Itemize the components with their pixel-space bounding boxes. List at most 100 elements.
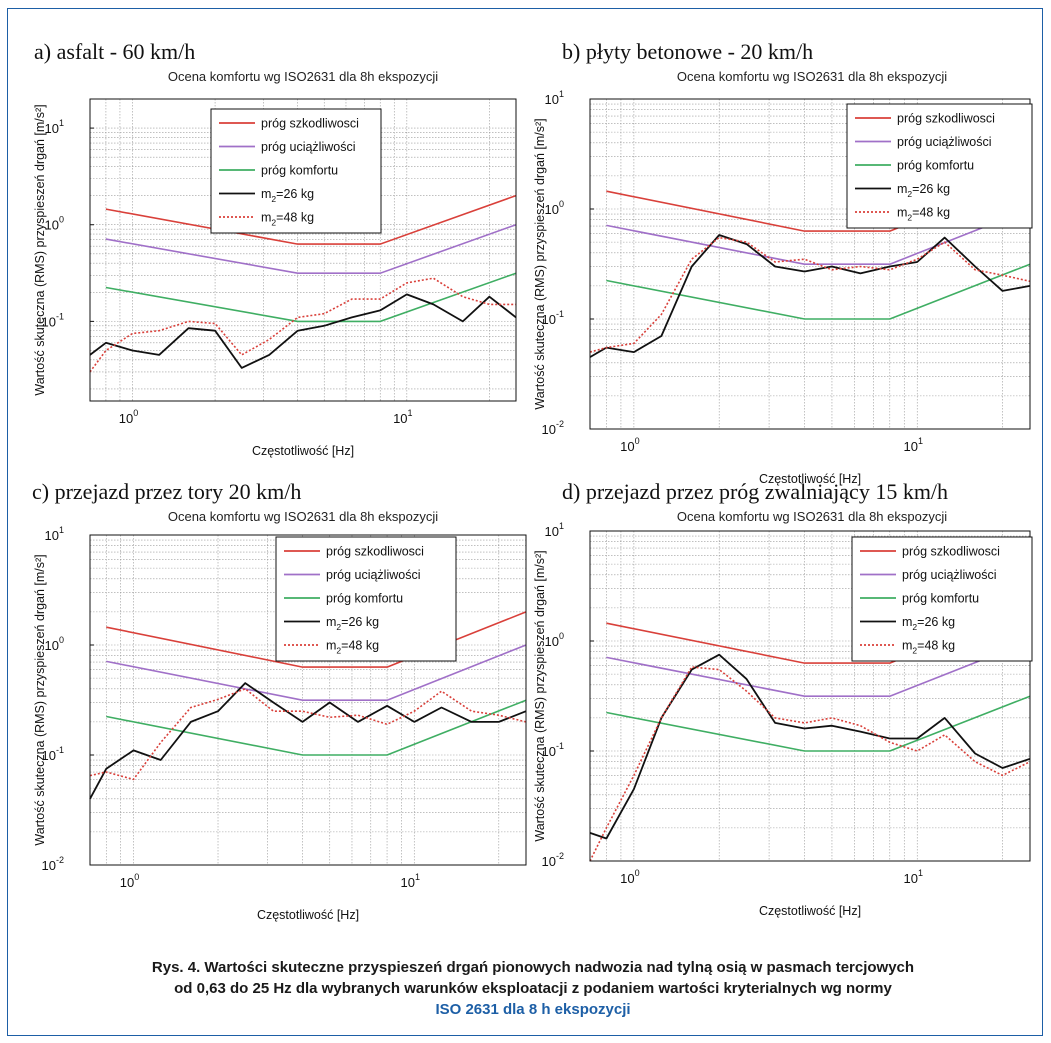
legend-label-harm: próg szkodliwosci: [902, 545, 1000, 559]
legend-label-harm: próg szkodliwosci: [326, 545, 424, 559]
legend: próg szkodliwosci próg uciążliwości próg k…: [851, 536, 1033, 662]
series-annoy-line: [106, 644, 527, 701]
tick-exponent: 0: [133, 408, 138, 418]
legend-text-subscript: 2: [336, 646, 341, 656]
legend-label-annoy: próg uciążliwości: [261, 140, 355, 154]
y-axis-label: Wartość skuteczna (RMS) przyspieszeń drg…: [533, 550, 547, 841]
tick-base: 10: [45, 121, 59, 136]
chart-subtitle: Ocena komfortu wg ISO2631 dla 8h ekspozy…: [677, 509, 947, 524]
legend-label-comfort: próg komfortu: [902, 592, 979, 606]
caption-line-1: Rys. 4. Wartości skuteczne przyspieszeń …: [151, 959, 915, 976]
tick-base: 10: [545, 524, 559, 539]
tick-exponent: -1: [56, 745, 64, 755]
legend-text-subscript: 2: [912, 646, 917, 656]
legend-label-comfort: próg komfortu: [261, 164, 338, 178]
legend-label-annoy: próg uciążliwości: [326, 568, 420, 582]
legend-label-annoy: próg uciążliwości: [902, 568, 996, 582]
tick-exponent: 1: [415, 872, 420, 882]
y-tick-label: 101: [45, 525, 64, 543]
x-tick-label: 101: [904, 868, 923, 886]
figure-caption: Rys. 4. Wartości skuteczne przyspieszeń …: [48, 957, 1018, 1020]
legend-text-prefix: m: [326, 615, 336, 629]
figure-frame: a) asfalt - 60 km/h Ocena komfortu wg ISO…: [7, 8, 1043, 1036]
series-m26-line: [589, 234, 1031, 358]
y-axis-label: Wartość skuteczna (RMS) przyspieszeń drg…: [33, 104, 47, 395]
y-tick-label: 100: [45, 635, 64, 653]
legend-text-suffix: =26 kg: [276, 187, 314, 201]
legend-label-m26: m2=26 kg: [261, 187, 314, 204]
caption-line-3: ISO 2631 dla 8 h ekspozycji: [435, 1001, 631, 1018]
y-tick-label: 10-1: [542, 741, 564, 759]
chart-panel-a: a) asfalt - 60 km/h Ocena komfortu wg ISO…: [16, 9, 528, 475]
legend-box: [210, 108, 382, 234]
legend-label-comfort: próg komfortu: [897, 159, 974, 173]
tick-base: 10: [119, 411, 133, 426]
tick-exponent: 1: [918, 436, 923, 446]
x-tick-label: 100: [119, 408, 138, 426]
chart-title: d) przejazd przez próg zwalniający 15 km…: [562, 479, 948, 504]
tick-base: 10: [45, 218, 59, 233]
tick-base: 10: [45, 528, 59, 543]
tick-base: 10: [545, 92, 559, 107]
y-tick-label: 10-1: [42, 311, 64, 329]
legend-text-suffix: =48 kg: [917, 639, 955, 653]
x-axis-label: Częstotliwość [Hz]: [759, 472, 861, 486]
series-m26-line: [89, 293, 517, 369]
tick-exponent: -2: [556, 419, 564, 429]
tick-base: 10: [120, 875, 134, 890]
x-axis-label: Częstotliwość [Hz]: [257, 908, 359, 922]
legend: próg szkodliwosci próg uciążliwości próg k…: [210, 108, 382, 234]
chart-a-svg: a) asfalt - 60 km/h Ocena komfortu wg ISO…: [33, 39, 517, 458]
legend-text-prefix: m: [902, 639, 912, 653]
tick-exponent: 0: [635, 868, 640, 878]
legend-text-suffix: =48 kg: [912, 206, 950, 220]
axes-frame: [589, 98, 1031, 430]
tick-exponent: 0: [559, 199, 564, 209]
legend-text-suffix: =26 kg: [912, 182, 950, 196]
legend-label-harm: próg szkodliwosci: [897, 112, 995, 126]
tick-exponent: -1: [556, 741, 564, 751]
legend-label-comfort: próg komfortu: [326, 592, 403, 606]
legend-text-subscript: 2: [271, 218, 276, 228]
legend-label-harm: próg szkodliwosci: [261, 117, 359, 131]
y-axis-label: Wartość skuteczna (RMS) przyspieszeń drg…: [33, 554, 47, 845]
chart-title: c) przejazd przez tory 20 km/h: [32, 479, 301, 504]
tick-exponent: 0: [134, 872, 139, 882]
legend-text-prefix: m: [261, 187, 271, 201]
chart-panel-c: c) przejazd przez tory 20 km/h Ocena komf…: [16, 471, 528, 937]
tick-base: 10: [42, 314, 56, 329]
legend-text-prefix: m: [902, 615, 912, 629]
tick-base: 10: [904, 871, 918, 886]
x-axis-label: Częstotliwość [Hz]: [252, 444, 354, 458]
y-tick-label: 100: [45, 215, 64, 233]
chart-subtitle: Ocena komfortu wg ISO2631 dla 8h ekspozy…: [168, 509, 438, 524]
chart-b-svg: b) płyty betonowe - 20 km/h Ocena komfort…: [533, 39, 1033, 486]
legend-label-m26: m2=26 kg: [897, 182, 950, 199]
legend-text-subscript: 2: [271, 194, 276, 204]
series-annoy-line: [606, 640, 1031, 697]
caption-line-2: od 0,63 do 25 Hz dla wybranych warunków …: [174, 980, 892, 997]
x-tick-label: 101: [393, 408, 412, 426]
legend-box: [851, 536, 1033, 662]
tick-exponent: 1: [559, 521, 564, 531]
series-comfort-line: [106, 699, 527, 756]
y-tick-label: 10-2: [42, 855, 64, 873]
tick-base: 10: [542, 312, 556, 327]
y-tick-label: 10-1: [42, 745, 64, 763]
tick-exponent: 1: [918, 868, 923, 878]
legend-label-m48: m2=48 kg: [261, 211, 314, 228]
legend-text-prefix: m: [897, 206, 907, 220]
series-comfort-line: [606, 263, 1031, 320]
tick-exponent: -2: [56, 855, 64, 865]
tick-exponent: 0: [559, 631, 564, 641]
legend-text-suffix: =26 kg: [341, 615, 379, 629]
series-m26-line: [89, 682, 527, 800]
tick-exponent: -2: [556, 851, 564, 861]
legend-text-subscript: 2: [907, 189, 912, 199]
series-m48-line: [589, 236, 1031, 353]
chart-panel-d: d) przejazd przez próg zwalniający 15 km…: [522, 471, 1042, 937]
legend-label-m48: m2=48 kg: [902, 639, 955, 656]
axes-frame: [89, 534, 527, 866]
y-axis-label: Wartość skuteczna (RMS) przyspieszeń drg…: [533, 118, 547, 409]
tick-base: 10: [45, 638, 59, 653]
